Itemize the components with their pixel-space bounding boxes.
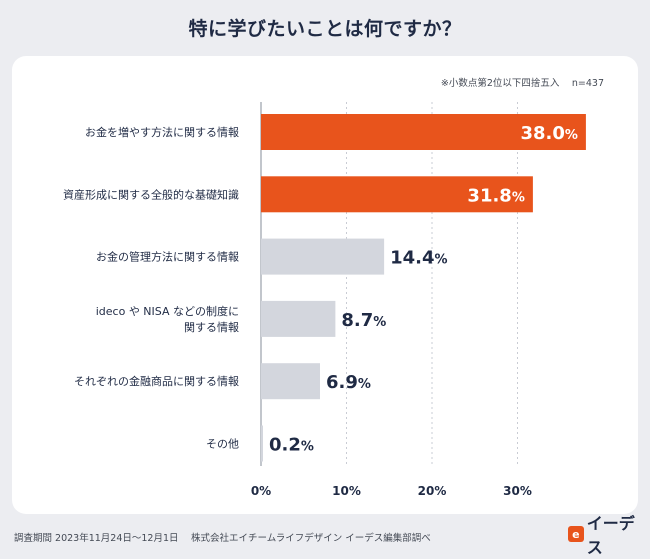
bar: [261, 363, 320, 400]
value-number: 6.9: [326, 372, 358, 393]
category-label: 資産形成に関する全般的な基礎知識: [63, 187, 239, 201]
x-tick-label: 0%: [251, 484, 271, 498]
value-unit: %: [565, 128, 578, 143]
value-number: 0.2: [269, 435, 301, 456]
brand-logo: e イーデス: [568, 514, 650, 557]
x-tick-label: 30%: [503, 484, 532, 498]
bar: [261, 300, 336, 337]
value-unit: %: [373, 315, 386, 330]
bar-highlight: [261, 176, 533, 213]
category-label: お金の管理方法に関する情報: [96, 250, 239, 264]
logo-text: イーデス: [586, 514, 635, 557]
category-label: 関する情報: [184, 321, 239, 334]
chart-title: 特に学びたいことは何ですか？: [188, 18, 462, 40]
survey-footer: 調査期間 2023年11月24日〜12月1日 株式会社エイチームライフデザイン …: [14, 533, 431, 544]
value-number: 31.8: [467, 185, 511, 206]
value-number: 38.0: [520, 123, 564, 144]
value-label: 8.7%: [341, 310, 386, 331]
value-label: 0.2%: [269, 435, 314, 456]
value-label: 31.8%: [467, 185, 524, 206]
sample-note: ※小数点第2位以下四捨五入 n=437: [441, 77, 604, 89]
logo-icon: e: [568, 526, 584, 542]
x-tick-label: 10%: [332, 484, 361, 498]
value-unit: %: [358, 377, 371, 392]
value-label: 14.4%: [390, 248, 447, 269]
value-unit: %: [435, 253, 448, 268]
value-label: 38.0%: [520, 123, 577, 144]
value-number: 8.7: [341, 310, 373, 331]
value-label: 6.9%: [326, 372, 371, 393]
value-unit: %: [301, 440, 314, 455]
bar-highlight: [261, 114, 586, 150]
category-label: ideco や NISA などの制度に: [96, 304, 239, 318]
bar: [261, 238, 385, 275]
category-label: それぞれの金融商品に関する情報: [74, 374, 239, 388]
value-number: 14.4: [390, 248, 434, 269]
value-unit: %: [512, 190, 525, 205]
category-label: お金を増やす方法に関する情報: [85, 125, 239, 139]
category-label: その他: [206, 438, 239, 451]
x-tick-label: 20%: [418, 484, 447, 498]
bar: [261, 425, 263, 462]
